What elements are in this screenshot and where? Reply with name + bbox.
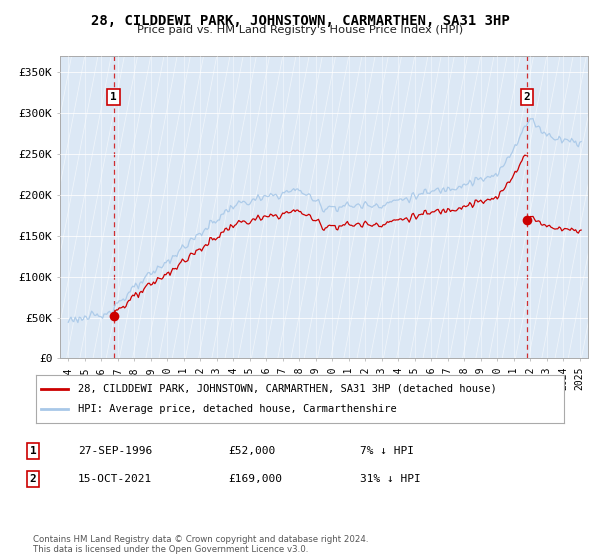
Text: 15-OCT-2021: 15-OCT-2021	[78, 474, 152, 484]
Text: Price paid vs. HM Land Registry's House Price Index (HPI): Price paid vs. HM Land Registry's House …	[137, 25, 463, 35]
Text: 7% ↓ HPI: 7% ↓ HPI	[360, 446, 414, 456]
Text: HPI: Average price, detached house, Carmarthenshire: HPI: Average price, detached house, Carm…	[78, 404, 397, 414]
Text: £169,000: £169,000	[228, 474, 282, 484]
Text: 2: 2	[523, 92, 530, 102]
Text: £52,000: £52,000	[228, 446, 275, 456]
Text: 31% ↓ HPI: 31% ↓ HPI	[360, 474, 421, 484]
Text: 1: 1	[29, 446, 37, 456]
Text: 2: 2	[29, 474, 37, 484]
Text: 27-SEP-1996: 27-SEP-1996	[78, 446, 152, 456]
Text: Contains HM Land Registry data © Crown copyright and database right 2024.
This d: Contains HM Land Registry data © Crown c…	[33, 535, 368, 554]
Text: 28, CILDDEWI PARK, JOHNSTOWN, CARMARTHEN, SA31 3HP (detached house): 28, CILDDEWI PARK, JOHNSTOWN, CARMARTHEN…	[78, 384, 497, 394]
Text: 28, CILDDEWI PARK, JOHNSTOWN, CARMARTHEN, SA31 3HP: 28, CILDDEWI PARK, JOHNSTOWN, CARMARTHEN…	[91, 14, 509, 28]
Text: 1: 1	[110, 92, 117, 102]
